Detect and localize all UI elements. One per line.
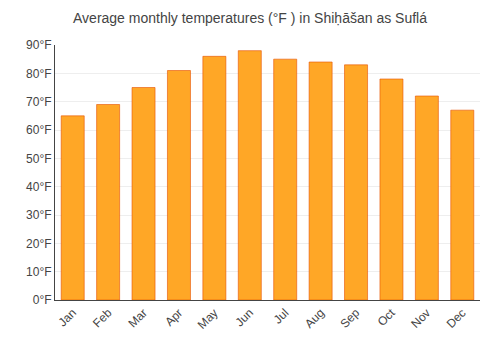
svg-text:Nov: Nov	[408, 306, 433, 331]
svg-text:Apr: Apr	[162, 306, 185, 329]
svg-text:Dec: Dec	[444, 306, 469, 331]
svg-text:May: May	[195, 306, 221, 332]
svg-text:Oct: Oct	[375, 305, 399, 329]
svg-text:70°F: 70°F	[26, 95, 51, 109]
svg-text:Jan: Jan	[55, 306, 79, 330]
svg-text:80°F: 80°F	[26, 67, 51, 81]
svg-text:Average monthly temperatures (: Average monthly temperatures (°F ) in Sh…	[73, 10, 427, 26]
svg-text:50°F: 50°F	[26, 152, 51, 166]
svg-text:40°F: 40°F	[26, 180, 51, 194]
svg-text:0°F: 0°F	[33, 293, 52, 307]
svg-text:Aug: Aug	[302, 306, 327, 331]
svg-text:Sep: Sep	[337, 306, 362, 331]
svg-text:Mar: Mar	[125, 306, 150, 331]
svg-text:Jul: Jul	[271, 306, 292, 327]
svg-text:60°F: 60°F	[26, 123, 51, 137]
svg-text:30°F: 30°F	[26, 208, 51, 222]
svg-text:Feb: Feb	[90, 306, 115, 331]
svg-text:90°F: 90°F	[26, 38, 51, 52]
svg-text:10°F: 10°F	[26, 265, 51, 279]
svg-text:Jun: Jun	[233, 306, 257, 330]
svg-text:20°F: 20°F	[26, 237, 51, 251]
